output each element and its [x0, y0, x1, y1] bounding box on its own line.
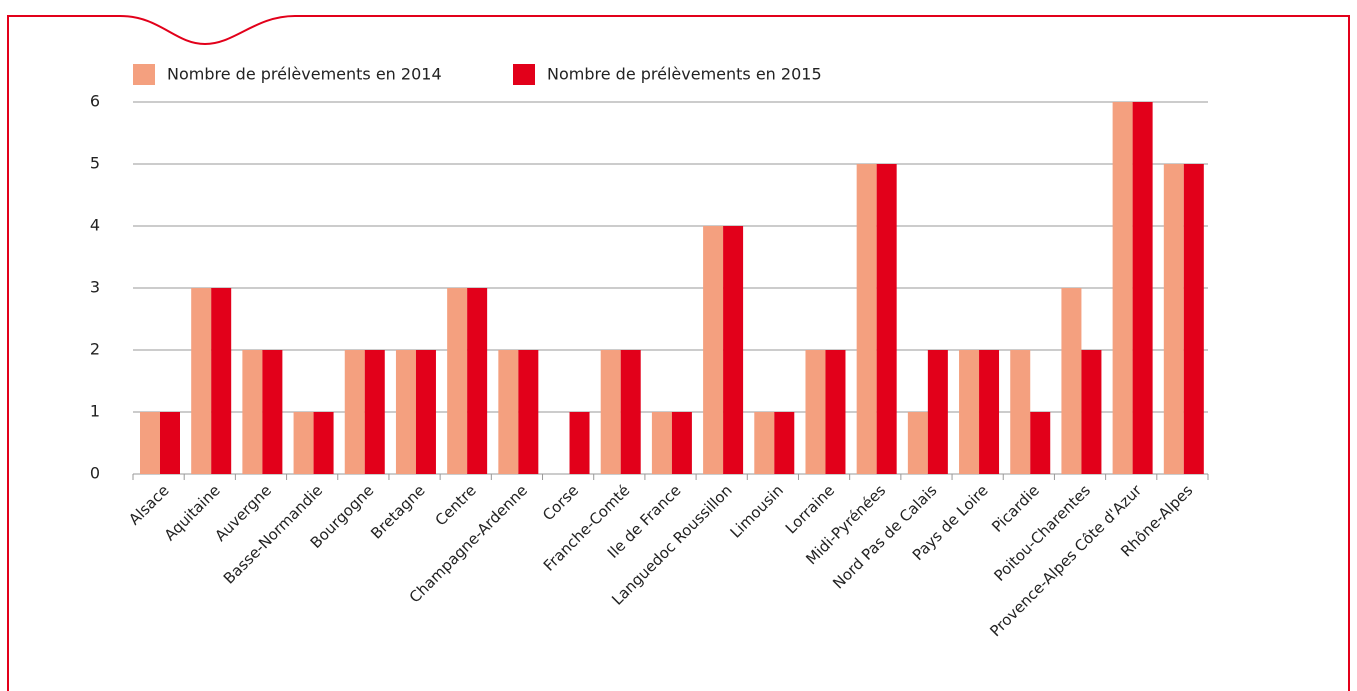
bar	[344, 350, 365, 474]
bar	[856, 164, 877, 474]
bar	[1163, 164, 1184, 474]
bar	[600, 350, 621, 474]
x-tick-label: Corse	[539, 481, 582, 524]
bar	[620, 350, 641, 474]
bar	[160, 412, 180, 474]
bar	[242, 350, 263, 474]
bar	[415, 350, 436, 474]
bar	[1061, 288, 1082, 474]
x-tick-label: Centre	[432, 481, 480, 529]
bar	[293, 412, 314, 474]
y-tick-label: 1	[90, 402, 100, 421]
bar	[498, 350, 519, 474]
y-tick-label: 3	[90, 278, 100, 297]
y-tick-label: 2	[90, 340, 100, 359]
bar	[774, 412, 795, 474]
bar	[651, 412, 672, 474]
bar	[447, 288, 468, 474]
bar	[1081, 350, 1102, 474]
y-tick-label: 6	[90, 92, 100, 111]
bar	[1183, 164, 1204, 474]
bar	[723, 226, 744, 474]
bar	[518, 350, 539, 474]
bar	[876, 164, 897, 474]
x-tick-label: Poitou-Charentes	[990, 481, 1094, 585]
y-tick-label: 0	[90, 464, 100, 483]
bar	[313, 412, 334, 474]
bar	[703, 226, 724, 474]
legend-label: Nombre de prélèvements en 2015	[547, 65, 822, 84]
bar	[1030, 412, 1051, 474]
bar	[1010, 350, 1031, 474]
bar	[927, 350, 948, 474]
y-tick-label: 4	[90, 216, 100, 235]
frame	[7, 15, 1350, 691]
legend-swatch	[133, 64, 155, 85]
bar	[979, 350, 1000, 474]
bar	[211, 288, 232, 474]
bar	[569, 412, 590, 474]
bar	[959, 350, 980, 474]
bar	[805, 350, 826, 474]
bar	[467, 288, 488, 474]
bar	[1132, 102, 1153, 474]
x-tick-label: Franche-Comté	[540, 481, 633, 574]
y-tick-label: 5	[90, 154, 100, 173]
bar	[364, 350, 385, 474]
bar	[191, 288, 212, 474]
x-tick-label: Bretagne	[367, 481, 428, 542]
bar	[140, 412, 160, 474]
bar	[825, 350, 846, 474]
bar	[1112, 102, 1133, 474]
legend-swatch	[513, 64, 535, 85]
legend-label: Nombre de prélèvements en 2014	[167, 65, 442, 84]
bar	[754, 412, 775, 474]
bar	[395, 350, 416, 474]
bar	[262, 350, 283, 474]
x-tick-label: Limousin	[727, 481, 787, 541]
bar	[907, 412, 928, 474]
bar	[671, 412, 692, 474]
x-tick-label: Alsace	[125, 481, 172, 528]
